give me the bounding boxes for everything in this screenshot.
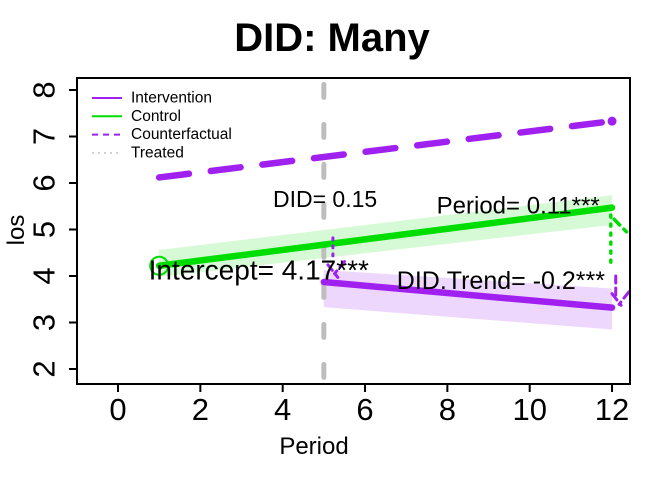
legend-label-control: Control	[131, 108, 181, 125]
legend-label-intervention: Intervention	[131, 90, 212, 107]
y-tick-label: 6	[27, 174, 62, 191]
counterfactual-line	[155, 117, 616, 181]
x-tick-label: 0	[109, 392, 126, 427]
x-tick-label: 4	[274, 392, 291, 427]
intervention-confidence-band	[323, 269, 613, 330]
y-tick-label: 2	[27, 360, 62, 377]
x-tick-label: 12	[595, 392, 629, 427]
x-tick-label: 2	[192, 392, 209, 427]
annotation-period: Period= 0.11***	[437, 192, 600, 219]
effect-marker-1	[326, 263, 340, 279]
control-start-marker	[149, 255, 170, 276]
effect-marker-4	[612, 217, 629, 234]
annotation-did: DID= 0.15	[273, 186, 377, 212]
annotation-did-trend: DID.Trend= -0.2***	[397, 267, 605, 295]
legend-label-counterfactual: Counterfactual	[131, 126, 232, 143]
x-tick-label: 8	[439, 392, 456, 427]
control-line	[155, 204, 616, 270]
effect-marker-7	[617, 290, 631, 306]
annotation-intercept: Intercept= 4.17***	[149, 254, 369, 285]
y-tick-label: 8	[27, 81, 62, 98]
y-tick-label: 3	[27, 314, 62, 331]
intervention-line	[320, 278, 616, 311]
x-tick-label: 6	[356, 392, 373, 427]
y-tick-label: 5	[27, 221, 62, 238]
y-tick-label: 7	[27, 128, 62, 145]
counterfactual-end-point	[607, 116, 617, 126]
legend-label-treated: Treated	[131, 144, 184, 161]
x-tick-label: 10	[512, 392, 546, 427]
y-tick-label: 4	[27, 267, 62, 284]
effect-marker-2	[333, 260, 346, 276]
x-axis-label: Period	[279, 433, 349, 460]
plot-title: DID: Many	[234, 16, 430, 60]
plot-border	[76, 77, 631, 385]
